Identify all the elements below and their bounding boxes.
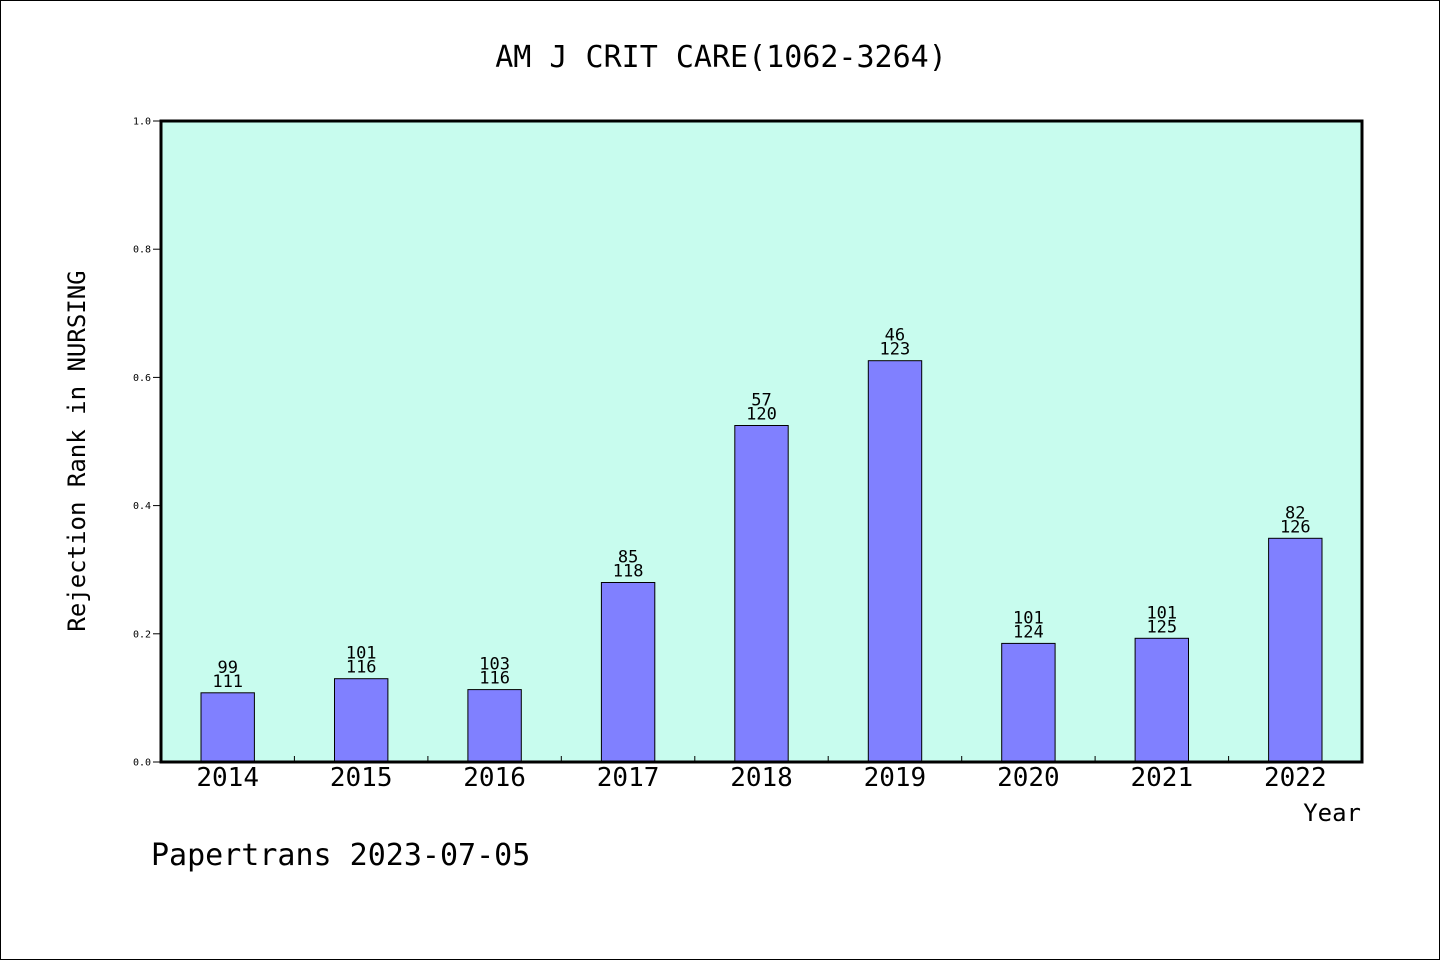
x-tick-label-2014: 2014 [196,763,259,793]
bar-2014 [200,692,255,763]
y-tick-label: 0.4 [133,501,151,512]
x-tick-label-2015: 2015 [330,763,393,793]
chart-title: AM J CRIT CARE(1062-3264) [495,40,947,75]
bar-label-bottom-2017: 118 [613,562,644,582]
footer-date-stamp: Papertrans 2023-07-05 [151,838,530,873]
x-tick-label-2019: 2019 [864,763,927,793]
bar-2022 [1268,537,1323,763]
bar-label-top-2022: 82 [1285,503,1305,523]
bar-2020 [1001,642,1056,763]
bar-label-top-2021: 101 [1146,603,1177,623]
bar-label-bottom-2020: 124 [1013,622,1044,642]
bars-layer [200,360,1323,763]
bar-label-top-2018: 57 [751,391,771,411]
plot-border [159,119,1364,764]
y-tick-label: 1.0 [133,117,151,128]
y-tick-label: 0.2 [133,629,151,640]
x-tick-label-2020: 2020 [997,763,1060,793]
x-tick-label-2018: 2018 [730,763,793,793]
y-tick-label: 0.0 [133,758,151,769]
x-axis-ticks: 2014 2015 2016 2017 2018 2019 2020 2021 2022 [196,756,1327,793]
bar-2018 [734,425,789,763]
bar-2017 [600,582,656,763]
bar-label-bottom-2018: 120 [746,405,777,425]
bar-label-bottom-2021: 125 [1146,617,1177,637]
bar-2019 [867,360,923,763]
x-tick-label-2017: 2017 [597,763,660,793]
x-tick-label-2016: 2016 [463,763,526,793]
y-axis-label: Rejection Rank in NURSING [63,270,91,631]
y-tick-label: 0.6 [133,373,151,384]
bar-label-top-2019: 46 [885,326,905,346]
bar-label-top-2014: 99 [217,658,237,678]
x-tick-label-2022: 2022 [1264,763,1327,793]
bar-label-top-2020: 101 [1013,608,1044,628]
bar-label-bottom-2019: 123 [880,340,911,360]
x-tick-label-2021: 2021 [1130,763,1193,793]
bar-label-bottom-2014: 111 [212,672,243,692]
bar-2021 [1134,637,1189,763]
bar-label-top-2016: 103 [479,655,510,675]
bar-label-bottom-2022: 126 [1280,517,1311,537]
y-axis-ticks: 0.0 0.2 0.4 0.6 0.8 1.0 [133,117,161,769]
bar-label-top-2017: 85 [618,548,638,568]
bar-label-bottom-2015: 116 [346,658,377,678]
bar-label-top-2015: 101 [346,644,377,664]
bar-2016 [467,689,522,763]
bar-label-bottom-2016: 116 [479,669,510,689]
x-axis-label: Year [1303,799,1361,827]
bar-2015 [334,678,389,763]
y-tick-label: 0.8 [133,245,151,256]
